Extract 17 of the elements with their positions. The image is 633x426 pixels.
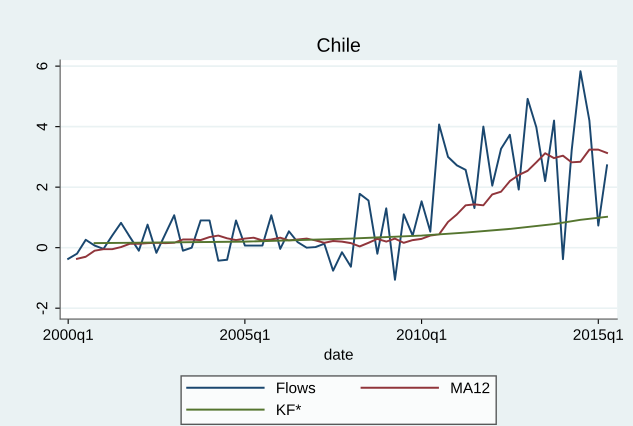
y-tick-label: 6 [36,62,48,70]
x-tick-label: 2010q1 [396,329,446,344]
y-tick-label: 4 [36,122,48,131]
legend-label: Flows [277,382,316,394]
x-tick-label: 2000q1 [43,329,93,344]
line-series [94,216,608,244]
y-tick-label: -2 [36,302,48,314]
line-series [76,148,608,260]
x-axis-title: date [324,348,353,360]
legend-label: MA12 [451,382,490,394]
y-tick-label: 2 [36,184,48,191]
x-tick-label: 2005q1 [220,329,270,344]
chart-title: Chile [317,38,360,52]
line-series [67,70,608,281]
x-tick-label: 2015q1 [574,329,624,344]
y-tick-label: 0 [36,244,48,252]
legend-label: KF* [277,404,302,415]
